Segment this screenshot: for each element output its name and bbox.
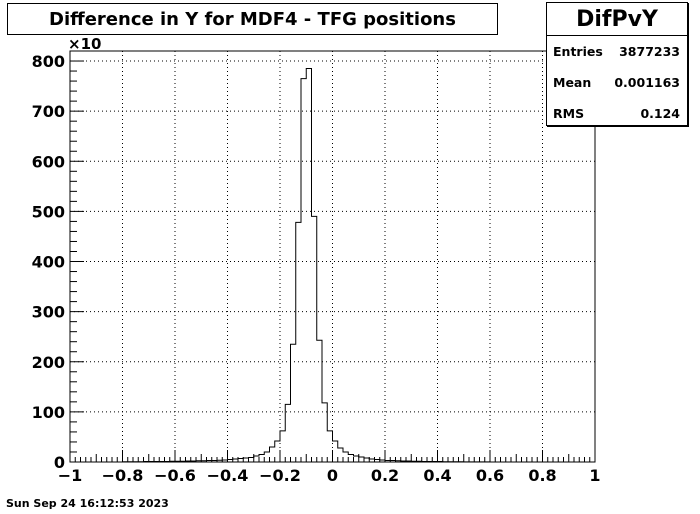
y-tick-label: 800 (32, 52, 65, 71)
histogram-bin (306, 69, 311, 462)
y-tick-label: 100 (32, 403, 65, 422)
x-tick-label: 0.8 (528, 466, 556, 485)
stats-mean-label: Mean (553, 75, 592, 90)
y-tick-label: 500 (32, 202, 65, 221)
timestamp: Sun Sep 24 16:12:53 2023 (6, 497, 169, 510)
histogram-bin (317, 340, 322, 462)
x-tick-label: 1 (589, 466, 600, 485)
histogram-bin (238, 458, 243, 462)
stats-row-rms: RMS 0.124 (547, 98, 687, 129)
histogram-bin (249, 457, 254, 462)
x-tick-label: 0.6 (476, 466, 504, 485)
histogram-bin (333, 441, 338, 462)
histogram-bin (354, 456, 359, 462)
x-tick-label: −0.2 (259, 466, 301, 485)
histogram-bin (301, 79, 306, 462)
y-tick-label: 600 (32, 152, 65, 171)
histogram-bin (312, 216, 317, 462)
histogram-bin (359, 457, 364, 462)
y-multiplier-label: ×10 (68, 35, 101, 53)
histogram-bin (364, 458, 369, 462)
stats-box: DifPvY Entries 3877233 Mean 0.001163 RMS… (546, 2, 688, 126)
stats-rms-label: RMS (553, 106, 585, 121)
y-tick-label: 200 (32, 353, 65, 372)
x-tick-label: 0 (327, 466, 338, 485)
y-tick-label: 700 (32, 102, 65, 121)
histogram-bin (259, 454, 264, 462)
histogram-bin (264, 452, 269, 462)
stats-mean-value: 0.001163 (614, 75, 680, 90)
x-tick-label: −1 (58, 466, 83, 485)
histogram-bin (280, 431, 285, 462)
stats-row-entries: Entries 3877233 (547, 36, 687, 67)
histogram-bin (327, 431, 332, 462)
x-tick-label: −0.8 (102, 466, 144, 485)
stats-entries-value: 3877233 (619, 44, 680, 59)
y-tick-label: 0 (54, 453, 65, 472)
histogram-bin (285, 404, 290, 462)
histogram-bin (296, 222, 301, 462)
histogram-bin (275, 441, 280, 462)
axes: −1 −0.8 −0.6 −0.4 −0.2 0 0.2 0.4 0.6 0.8 1 0 100 200 3… (32, 50, 601, 485)
histogram-bin (270, 447, 275, 462)
stats-entries-label: Entries (553, 44, 603, 59)
stats-rms-value: 0.124 (640, 106, 680, 121)
y-tick-label: 400 (32, 253, 65, 272)
grid-lines (70, 51, 595, 462)
stats-row-mean: Mean 0.001163 (547, 67, 687, 98)
histogram-title: Difference in Y for MDF4 - TFG positions (7, 3, 498, 35)
histogram-bin (243, 458, 248, 462)
y-tick-label: 300 (32, 303, 65, 322)
histogram-bin (348, 454, 353, 462)
x-tick-label: 0.2 (371, 466, 399, 485)
histogram-bin (338, 448, 343, 462)
histogram-bin (343, 452, 348, 462)
x-tick-label: −0.6 (154, 466, 196, 485)
x-tick-label: −0.4 (207, 466, 249, 485)
plot-frame (69, 50, 596, 463)
histogram-bin (254, 456, 259, 462)
x-tick-label: 0.4 (423, 466, 451, 485)
stats-histogram-name: DifPvY (547, 3, 687, 36)
